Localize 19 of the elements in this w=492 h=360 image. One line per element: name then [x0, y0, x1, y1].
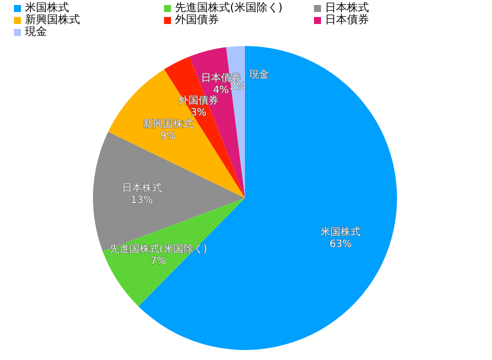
pie-slice — [93, 132, 245, 252]
slice-label: 日本株式 — [122, 182, 162, 194]
legend-label: 先進国株式(米国除く) — [175, 1, 283, 14]
legend-label: 日本債券 — [325, 13, 369, 26]
data-label: 3% — [190, 108, 206, 119]
slice-label: 先進国株式(米国除く) — [109, 243, 208, 256]
data-label: 4% — [213, 85, 229, 96]
legend-label: 外国債券 — [175, 13, 219, 26]
data-label: 63% — [330, 239, 352, 250]
slice-label: 現金 — [249, 68, 269, 81]
data-label: 9% — [160, 131, 176, 142]
legend-label: 米国株式 — [25, 1, 69, 14]
data-label: 7% — [150, 256, 166, 268]
slice-label: 米国株式 — [320, 226, 361, 238]
legend-label: 現金 — [25, 25, 47, 38]
data-label: 13% — [130, 195, 153, 206]
legend-label: 日本株式 — [325, 1, 369, 14]
slice-label: 新興国株式 — [143, 118, 194, 130]
legend-label: 新興国株式 — [25, 13, 80, 26]
